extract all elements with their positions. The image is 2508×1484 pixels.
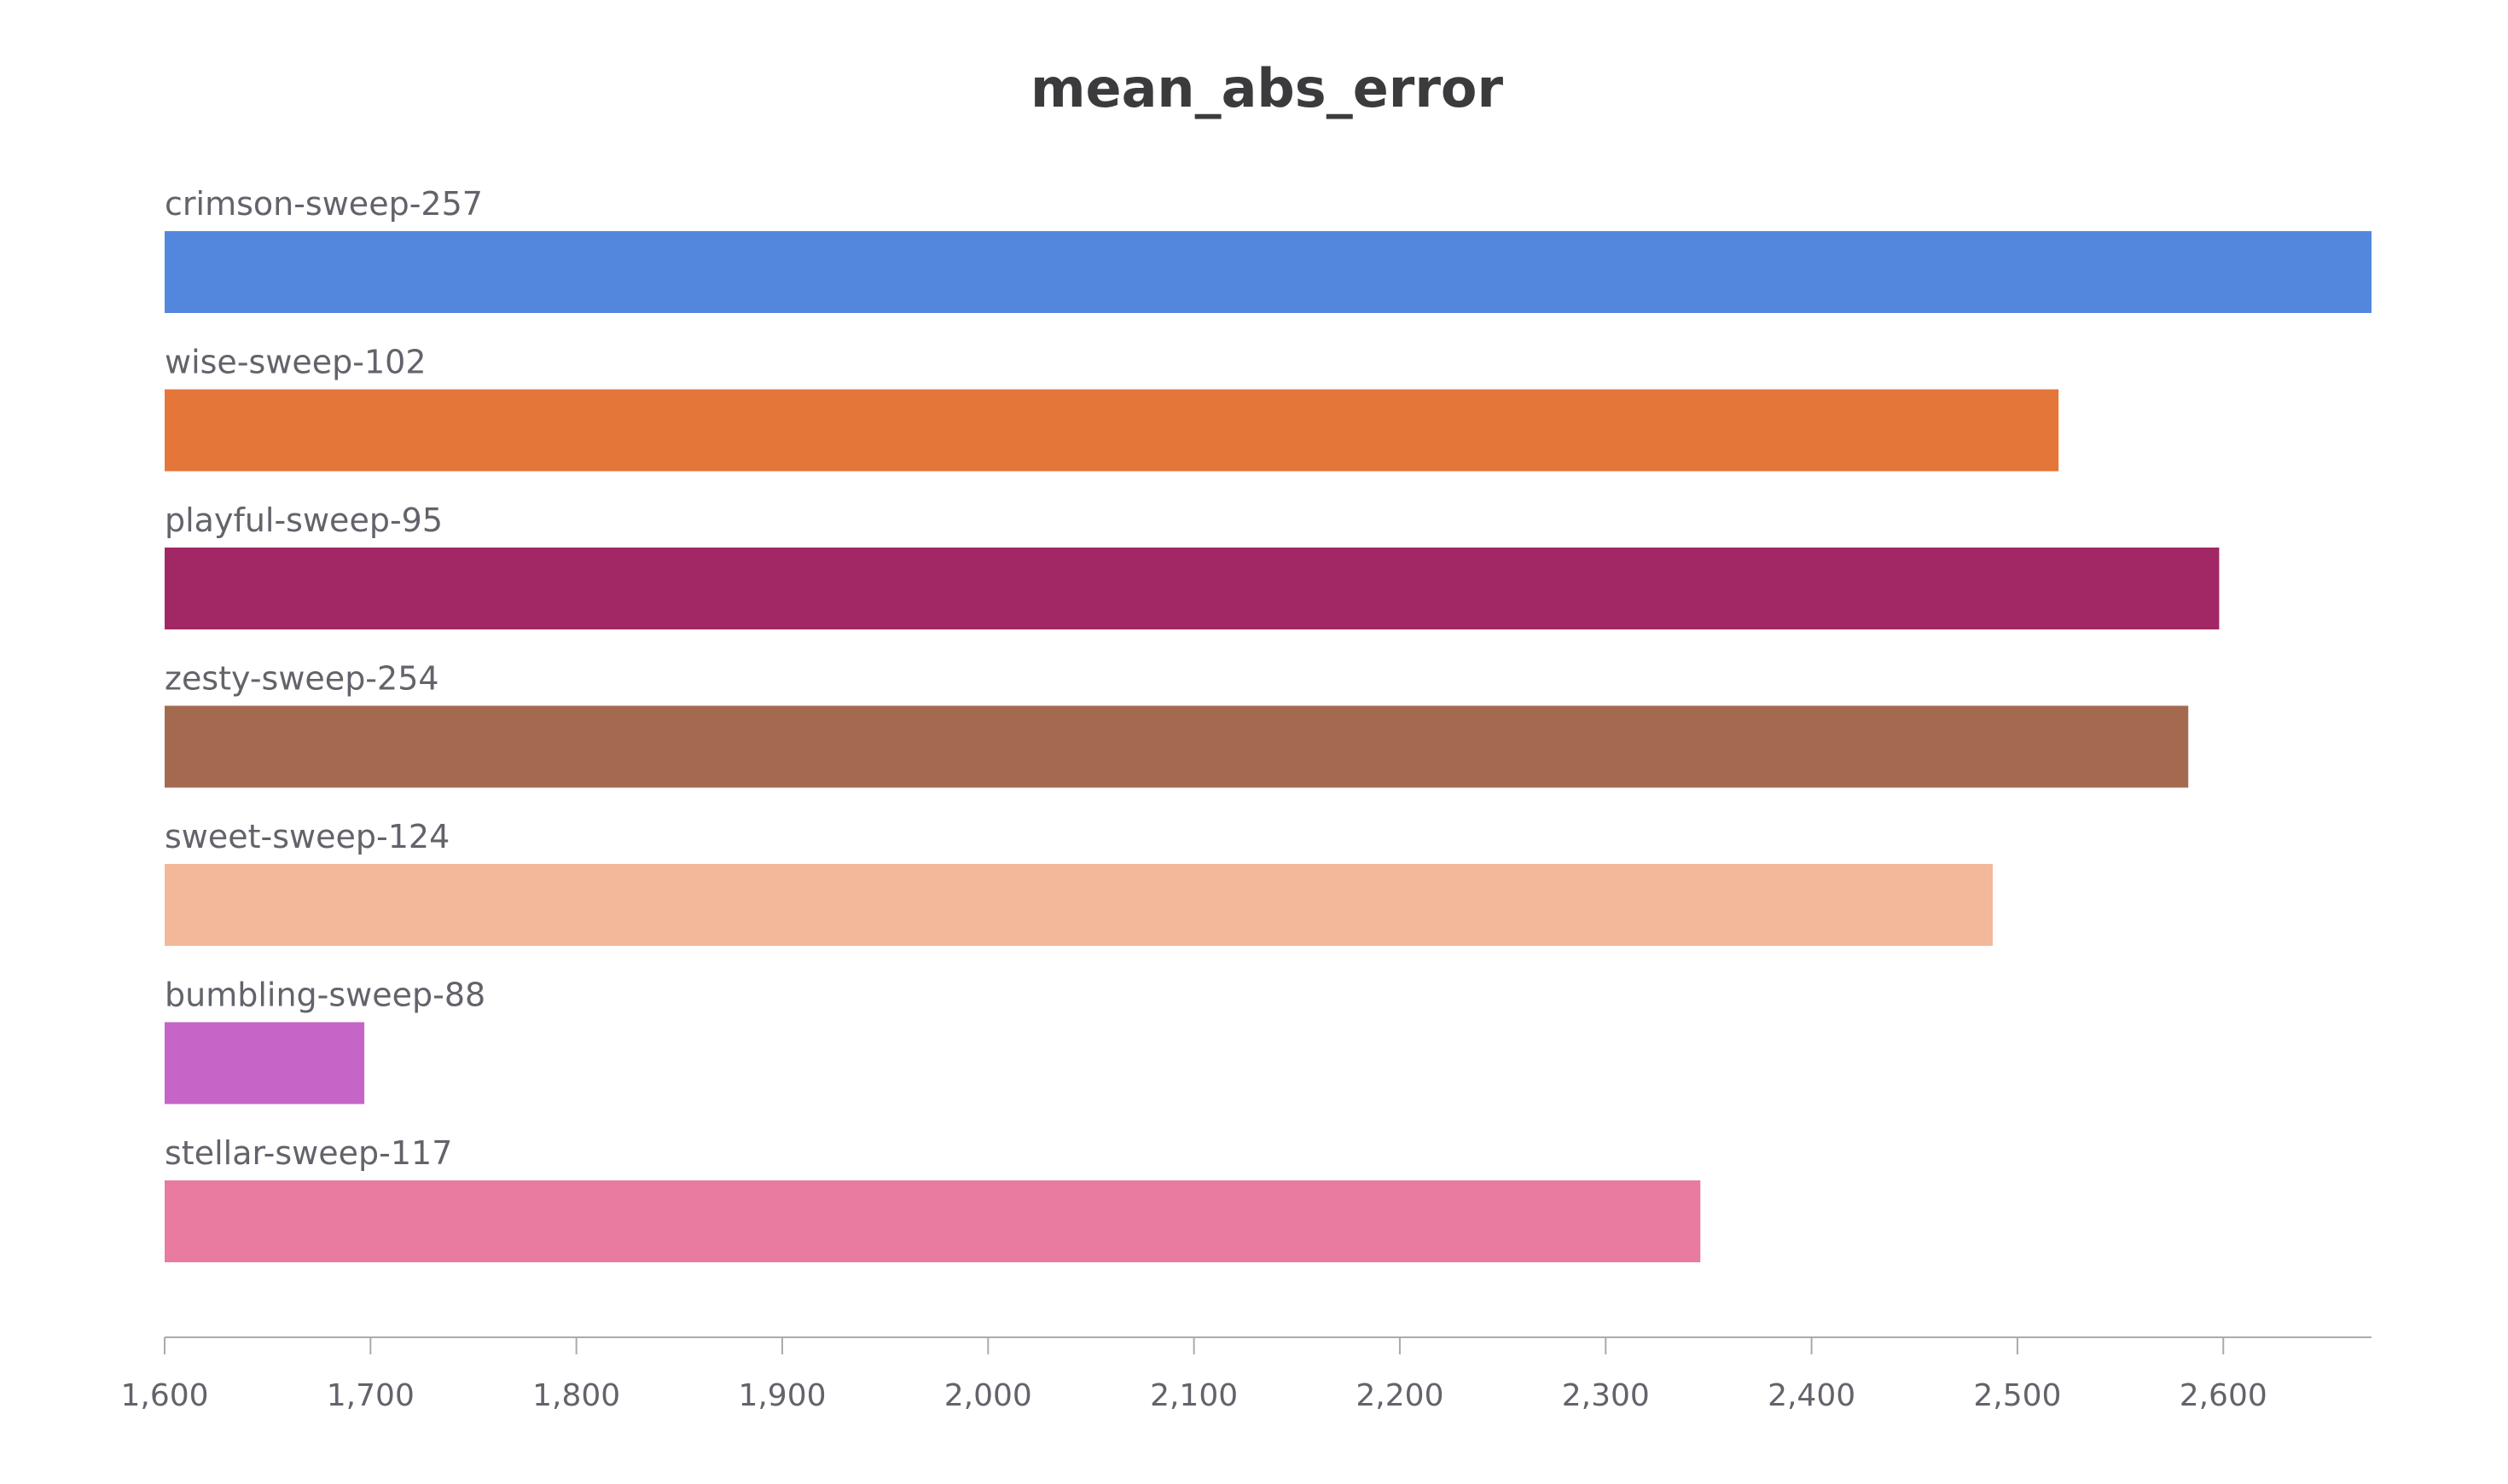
x-tick-label: 2,100 (1150, 1378, 1238, 1413)
bar-sweet-sweep-124[interactable] (165, 864, 1993, 946)
bar-label: wise-sweep-102 (165, 344, 427, 381)
x-tick-label: 1,900 (738, 1378, 826, 1413)
x-tick-label: 1,700 (327, 1378, 415, 1413)
bars-group: crimson-sweep-257 wise-sweep-102 playful-s… (165, 185, 2372, 1262)
bar-stellar-sweep-117[interactable] (165, 1180, 1701, 1262)
bar-label: bumbling-sweep-88 (165, 977, 485, 1014)
x-tick-label: 1,800 (532, 1378, 620, 1413)
bar-zesty-sweep-254[interactable] (165, 705, 2189, 788)
chart-title: mean_abs_error (1030, 57, 1504, 119)
bar-crimson-sweep-257[interactable] (165, 231, 2372, 313)
bar-label: zesty-sweep-254 (165, 660, 439, 698)
x-tick-label: 2,500 (1973, 1378, 2061, 1413)
x-axis: 1,600 1,700 1,800 1,900 2,000 2,100 2,200 2,300… (120, 1336, 2372, 1413)
bar-label: crimson-sweep-257 (165, 185, 483, 223)
bar-label: stellar-sweep-117 (165, 1134, 452, 1172)
x-tick-label: 2,000 (944, 1378, 1032, 1413)
x-tick-label: 2,200 (1356, 1378, 1443, 1413)
bar-label: playful-sweep-95 (165, 501, 443, 539)
bar-bumbling-sweep-88[interactable] (165, 1022, 365, 1104)
x-tick-label: 2,400 (1768, 1378, 1855, 1413)
bar-wise-sweep-102[interactable] (165, 389, 2059, 472)
bar-label: sweet-sweep-124 (165, 818, 450, 855)
x-tick-label: 1,600 (120, 1378, 208, 1413)
x-tick-label: 2,600 (2180, 1378, 2267, 1413)
bar-playful-sweep-95[interactable] (165, 548, 2220, 629)
x-tick-label: 2,300 (1562, 1378, 1650, 1413)
